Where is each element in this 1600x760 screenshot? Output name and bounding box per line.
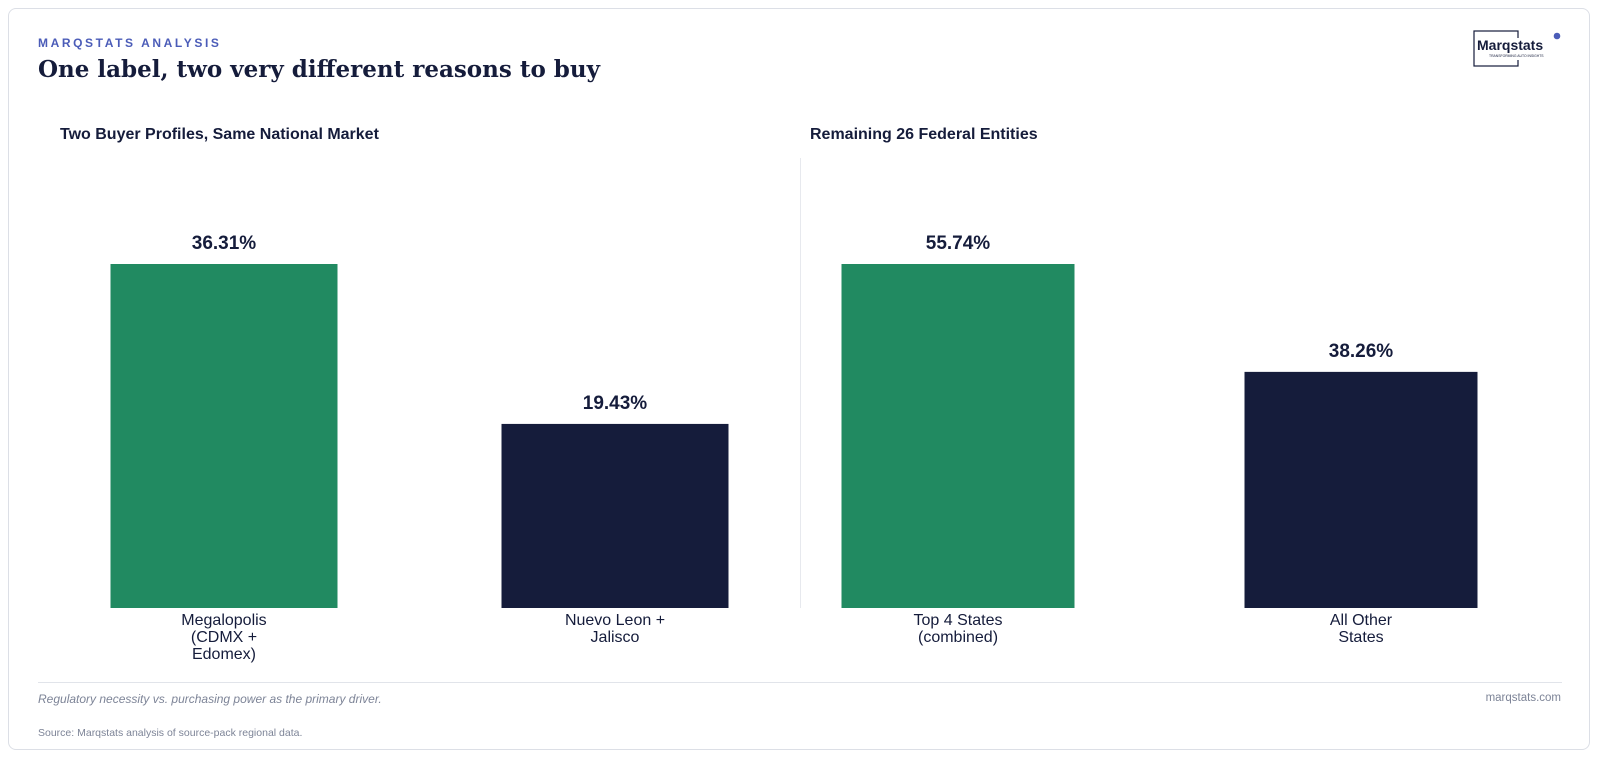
kicker: MARQSTATS ANALYSIS [38,36,222,50]
bar-1-0 [841,264,1075,608]
category-label-1-0: Top 4 States (combined) [914,612,1003,646]
category-label-0-0: Megalopolis (CDMX + Edomex) [181,612,266,663]
value-label-0-1: 19.43% [583,393,648,414]
logo-tagline: TRANSFORMING AUTO INSIGHTS [1489,54,1544,58]
page-title: One label, two very different reasons to… [38,56,600,83]
logo-accent-dot [1553,32,1561,40]
bar-0-1 [501,423,729,608]
site-url: marqstats.com [1485,692,1561,704]
logo-wordmark: Marqstats [1477,37,1543,53]
bar-0-0 [110,264,338,608]
value-label-1-1: 38.26% [1329,341,1394,362]
category-label-0-1: Nuevo Leon + Jalisco [565,612,665,646]
source-note: Source: Marqstats analysis of source-pac… [38,727,303,739]
footnote: Regulatory necessity vs. purchasing powe… [38,692,382,706]
category-label-1-1: All Other States [1330,612,1393,646]
bar-chart-plot: 36.31% Megalopolis (CDMX + Edomex) 19.43% Nue… [110,233,1478,663]
value-label-1-0: 55.74% [926,233,991,254]
value-label-0-0: 36.31% [192,233,257,254]
marqstats-logo: Marqstats TRANSFORMING AUTO INSIGHTS [1473,30,1561,67]
right-chart-title: Remaining 26 Federal Entities [810,126,1038,143]
footer-divider [38,682,1562,683]
panel-divider [800,158,801,608]
bar-1-1 [1244,371,1478,608]
left-chart-title: Two Buyer Profiles, Same National Market [60,126,379,143]
